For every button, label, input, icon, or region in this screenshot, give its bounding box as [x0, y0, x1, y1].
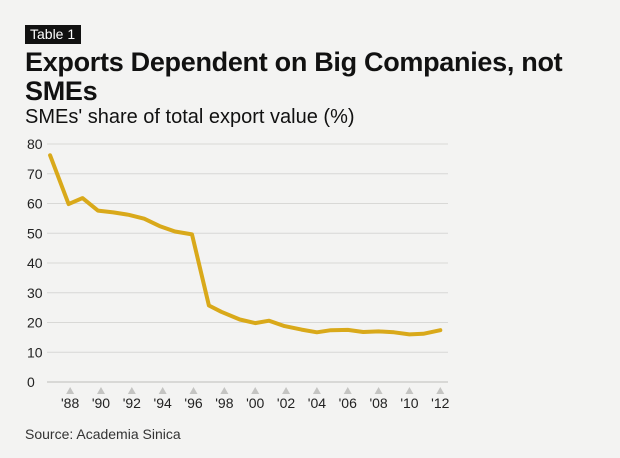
source-note: Source: Academia Sinica — [25, 426, 181, 442]
y-tick-label-60: 60 — [27, 196, 43, 212]
x-tick-marker-2000 — [251, 387, 260, 394]
x-tick-label-1992: '92 — [123, 395, 141, 411]
x-axis-ticks: '88 '90 '92 '94 '96 '98 '00 '02 '04 '06 '08 '10 '12 — [61, 387, 450, 411]
x-tick-marker-2010 — [405, 387, 414, 394]
x-tick-label-1998: '98 — [215, 395, 233, 411]
x-tick-label-2010: '10 — [400, 395, 418, 411]
x-tick-label-1990: '90 — [92, 395, 110, 411]
chart-subtitle: SMEs' share of total export value (%) — [25, 106, 355, 128]
x-tick-marker-1988 — [66, 387, 75, 394]
y-tick-label-70: 70 — [27, 166, 43, 182]
y-tick-label-30: 30 — [27, 285, 43, 301]
series-layer — [48, 153, 443, 337]
series-line-0 — [48, 153, 443, 337]
y-tick-label-20: 20 — [27, 315, 43, 331]
grid-lines — [47, 143, 448, 383]
x-tick-label-1996: '96 — [184, 395, 202, 411]
x-tick-marker-2002 — [282, 387, 291, 394]
table-badge: Table 1 — [25, 25, 82, 44]
x-tick-label-2000: '00 — [246, 395, 264, 411]
x-tick-marker-2004 — [312, 387, 321, 394]
x-tick-marker-2008 — [374, 387, 383, 394]
x-tick-label-2006: '06 — [339, 395, 357, 411]
x-tick-marker-1992 — [127, 387, 136, 394]
y-tick-label-10: 10 — [27, 344, 43, 360]
y-tick-label-80: 80 — [27, 136, 43, 152]
chart-title: Exports Dependent on Big Companies, not … — [25, 47, 563, 106]
y-axis-ticks: 0 10 20 30 40 50 60 70 80 — [27, 136, 43, 390]
y-tick-label-40: 40 — [27, 255, 43, 271]
x-tick-label-2004: '04 — [308, 395, 326, 411]
y-tick-label-0: 0 — [27, 374, 35, 390]
x-tick-label-2002: '02 — [277, 395, 295, 411]
x-tick-marker-1996 — [189, 387, 198, 394]
x-tick-label-2008: '08 — [369, 395, 387, 411]
x-tick-marker-2012 — [436, 387, 445, 394]
x-tick-marker-1990 — [96, 387, 105, 394]
x-tick-label-2012: '12 — [431, 395, 449, 411]
x-tick-marker-2006 — [343, 387, 352, 394]
y-tick-label-50: 50 — [27, 225, 43, 241]
x-tick-label-1994: '94 — [154, 395, 172, 411]
x-tick-label-1988: '88 — [61, 395, 79, 411]
x-tick-marker-1994 — [158, 387, 167, 394]
x-tick-marker-1998 — [220, 387, 229, 394]
